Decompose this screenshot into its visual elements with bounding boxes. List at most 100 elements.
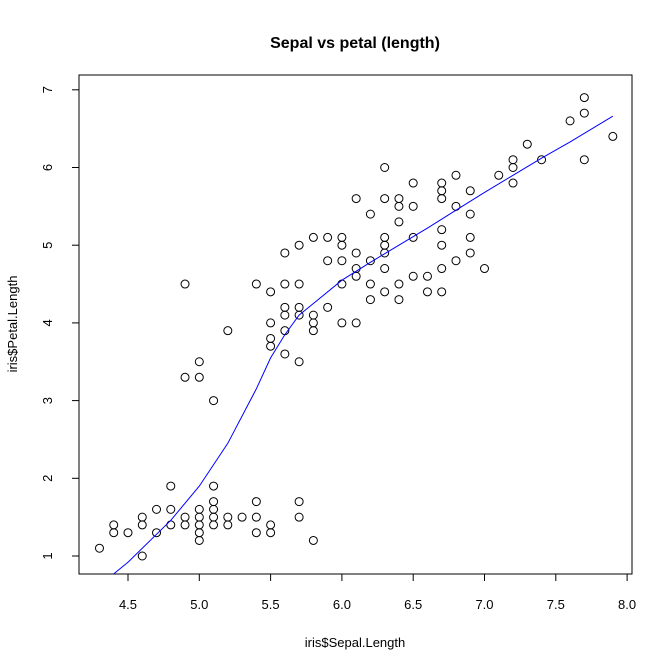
data-point [365,256,375,266]
data-point [194,357,204,367]
y-tick-label: 6 [40,164,55,171]
data-point [308,535,318,545]
data-point [522,139,532,149]
data-point [123,528,133,538]
data-point [152,528,162,538]
y-tick-label: 5 [40,242,55,249]
data-point [209,481,219,491]
data-point [323,302,333,312]
data-point [394,201,404,211]
data-point [394,279,404,289]
x-axis-label: iris$Sepal.Length [305,635,405,650]
data-point [308,318,318,328]
data-point [337,256,347,266]
y-tick-label: 1 [40,552,55,559]
data-point [180,520,190,530]
x-tick-label: 7.5 [547,597,565,612]
data-point [394,194,404,204]
data-point [251,497,261,507]
data-point [437,178,447,188]
data-point [280,248,290,258]
data-point [480,264,489,274]
data-point [565,116,575,126]
x-tick-label: 4.5 [119,597,137,612]
data-point [380,240,390,250]
data-point [180,372,190,382]
data-point [266,528,276,538]
data-point [408,178,418,188]
data-point [294,497,304,507]
data-point [337,318,347,328]
data-point [323,256,333,266]
data-point [451,201,461,211]
y-tick-label: 7 [40,86,55,93]
data-point [166,520,176,530]
data-point [209,512,219,522]
data-point [408,201,418,211]
x-tick-label: 7.0 [475,597,493,612]
y-tick-label: 2 [40,475,55,482]
x-tick-label: 5.0 [190,597,208,612]
data-point [180,512,190,522]
x-tick-label: 8.0 [618,597,636,612]
data-point [308,326,318,336]
data-point [451,256,461,266]
data-point [437,194,447,204]
data-point [109,520,119,530]
data-point [380,264,390,274]
data-point [437,287,447,297]
data-point [137,520,147,530]
data-point [508,163,518,172]
data-point [308,310,318,320]
data-point [251,528,261,538]
data-point [294,240,304,250]
data-point [266,333,276,343]
data-point [579,93,589,103]
data-point [465,209,475,219]
data-point [579,108,589,118]
data-point [437,264,447,274]
data-point [137,512,147,522]
data-point [437,225,447,235]
data-point [194,372,204,382]
data-point [337,279,347,289]
data-point [465,248,475,258]
data-point [280,349,290,359]
smooth-line [112,115,614,574]
data-points [94,93,618,561]
data-point [266,520,276,530]
data-point [465,232,475,242]
data-point [394,217,404,227]
data-point [508,155,518,165]
data-point [579,155,589,165]
data-point [380,232,390,242]
data-point [351,248,361,258]
data-point [351,194,361,204]
data-point [294,279,304,289]
data-point [194,520,204,530]
data-point [152,504,162,514]
x-tick-label: 6.5 [404,597,422,612]
data-point [194,528,204,538]
data-point [380,163,390,172]
data-point [537,155,547,165]
data-point [294,302,304,312]
data-point [465,186,475,196]
data-point [437,186,447,196]
data-point [251,279,261,289]
data-point [394,295,404,305]
data-point [166,504,176,514]
y-tick-label: 4 [40,319,55,326]
data-point [137,551,147,561]
data-point [422,287,432,297]
data-point [422,271,432,281]
data-point [608,131,618,141]
y-tick-label: 3 [40,397,55,404]
data-point [365,279,375,289]
data-point [266,318,276,328]
data-point [266,341,276,351]
y-axis-label: iris$Petal.Length [5,276,20,373]
data-point [194,512,204,522]
data-point [194,504,204,514]
data-point [351,318,361,328]
